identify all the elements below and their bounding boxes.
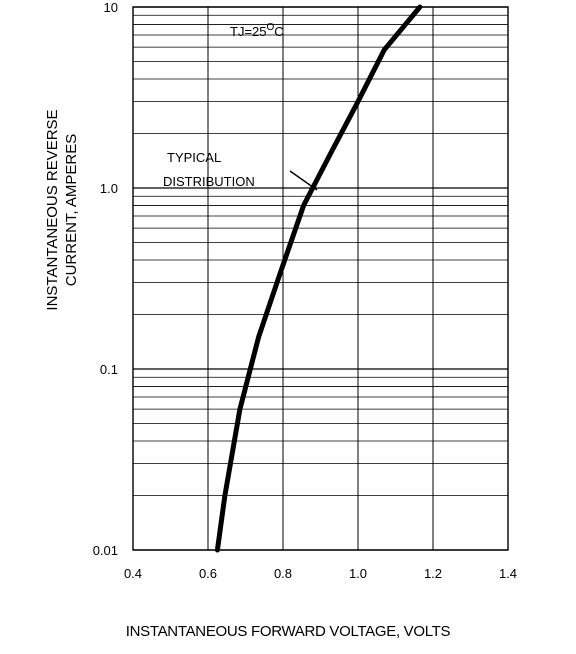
x-tick-label: 0.4 bbox=[124, 566, 142, 581]
y-tick-label: 0.1 bbox=[100, 362, 118, 377]
x-tick-label: 0.8 bbox=[274, 566, 292, 581]
tick-labels: 0.4 0.6 0.8 1.0 1.2 1.4 0.01 0.1 1.0 10 bbox=[93, 0, 517, 581]
y-tick-label: 10 bbox=[104, 0, 118, 15]
y-tick-label: 1.0 bbox=[100, 181, 118, 196]
y-tick-label: 0.01 bbox=[93, 543, 118, 558]
x-tick-label: 1.4 bbox=[499, 566, 517, 581]
x-tick-label: 1.2 bbox=[424, 566, 442, 581]
y-axis-label-line1: INSTANTANEOUS REVERSE bbox=[44, 109, 61, 311]
series-line bbox=[214, 4, 423, 553]
typical-label-line2: DISTRIBUTION bbox=[163, 174, 255, 189]
condition-label: TJ=25OC bbox=[230, 22, 284, 39]
grid bbox=[132, 6, 509, 551]
x-axis-label: INSTANTANEOUS FORWARD VOLTAGE, VOLTS bbox=[125, 623, 451, 640]
x-tick-label: 0.6 bbox=[199, 566, 217, 581]
plot-frame bbox=[132, 6, 509, 551]
typical-label-line1: TYPICAL bbox=[167, 150, 221, 165]
x-tick-label: 1.0 bbox=[349, 566, 367, 581]
y-axis-label-line2: CURRENT, AMPERES bbox=[63, 133, 80, 287]
